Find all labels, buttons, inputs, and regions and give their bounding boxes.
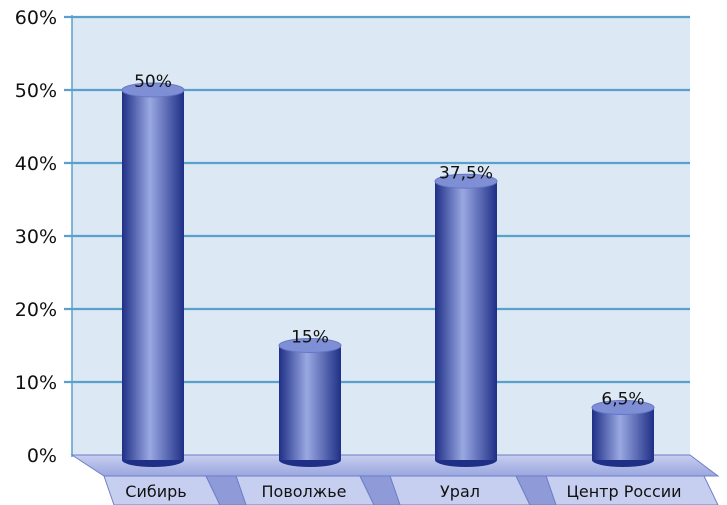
data-label: 50%: [134, 72, 172, 92]
data-labels: 50% 15% 37,5% 6,5%: [134, 72, 645, 410]
tab-gap: [205, 475, 247, 505]
bar-top: [121, 82, 185, 98]
bar: [434, 173, 498, 467]
data-label: 6,5%: [601, 390, 644, 410]
bar-top: [434, 173, 498, 189]
bar-body: [122, 90, 184, 460]
bar-top: [591, 400, 655, 416]
tab-gap: [515, 475, 557, 505]
bar-top: [278, 338, 342, 353]
y-tick-label: 20%: [15, 299, 57, 321]
data-label: 15%: [291, 328, 329, 348]
bar-body: [435, 181, 497, 460]
category-label: Поволжье: [262, 482, 347, 501]
category-label: Сибирь: [125, 482, 186, 501]
x-axis: Сибирь Поволжье Урал Центр России: [125, 482, 681, 501]
y-tick-label: 30%: [15, 226, 57, 248]
bar: [121, 82, 185, 467]
bar: [278, 338, 342, 467]
chart-floor: [70, 454, 720, 505]
tab-gap: [359, 475, 401, 505]
category-label: Урал: [440, 482, 480, 501]
y-tick-label: 0%: [27, 445, 57, 467]
bars: [121, 82, 655, 467]
category-tab: [103, 475, 221, 505]
y-tick-label: 10%: [15, 372, 57, 394]
y-tick-label: 60%: [15, 7, 57, 29]
y-axis: 0% 10% 20% 30% 40% 50% 60%: [15, 7, 73, 467]
bar: [591, 400, 655, 467]
bar-body: [279, 345, 341, 460]
bar-body: [592, 407, 654, 460]
y-tick-label: 50%: [15, 80, 57, 102]
data-label: 37,5%: [439, 163, 493, 183]
category-label: Центр России: [566, 482, 681, 501]
y-tick-label: 40%: [15, 153, 57, 175]
